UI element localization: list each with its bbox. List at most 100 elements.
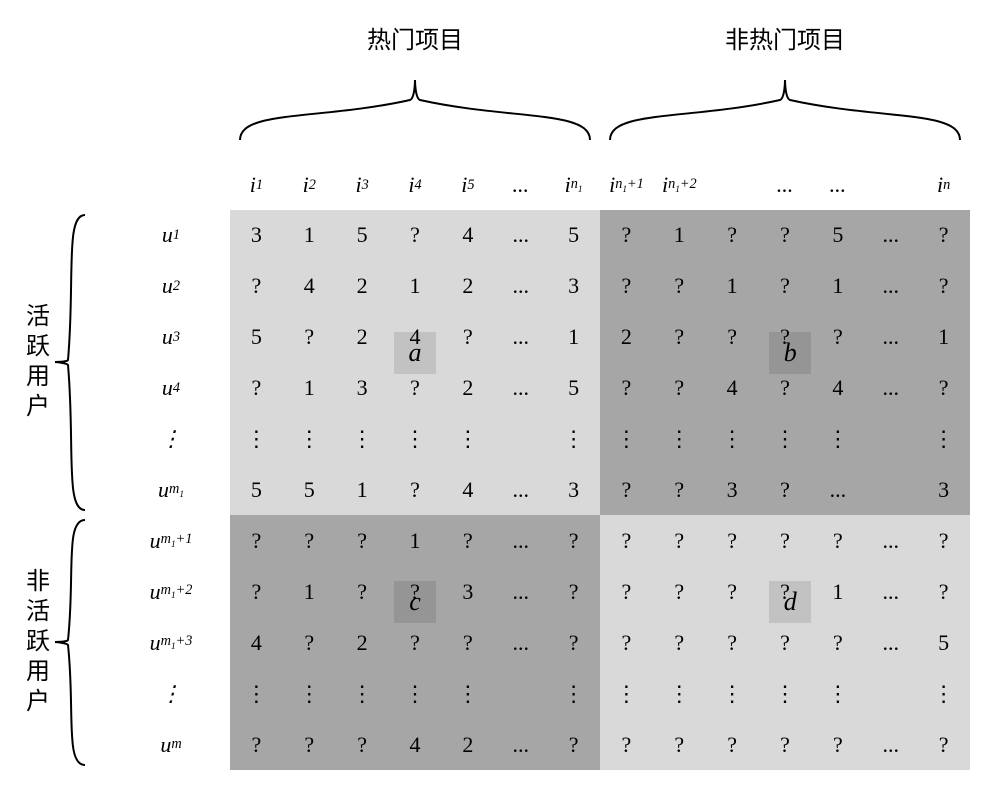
matrix-cell: ... bbox=[494, 312, 547, 363]
matrix-cell: 3 bbox=[917, 465, 970, 516]
matrix-cell: ⋮ bbox=[547, 668, 600, 719]
col-header: ... bbox=[759, 160, 812, 210]
matrix-cell: ⋮ bbox=[230, 668, 283, 719]
left-label-inactive: 非活跃用户 bbox=[20, 515, 50, 770]
matrix-cell: ? bbox=[600, 566, 653, 617]
row-headers: u1u2u3u4⋮um1um1+1um1+2um1+3⋮um bbox=[116, 210, 226, 770]
matrix-cell: 3 bbox=[230, 210, 283, 261]
matrix-cell: ? bbox=[283, 312, 336, 363]
matrix-cell: ? bbox=[811, 719, 864, 770]
matrix-cell: ? bbox=[706, 719, 759, 770]
matrix-cell: ? bbox=[759, 465, 812, 516]
matrix-cell: ? bbox=[441, 617, 494, 668]
matrix-cell: 4 bbox=[441, 210, 494, 261]
left-category-labels: 活跃用户 非活跃用户 bbox=[20, 210, 50, 770]
col-headers: i1i2i3i4i5...in1in1+1in1+2......in bbox=[230, 160, 970, 210]
col-header: in bbox=[917, 160, 970, 210]
col-header: i2 bbox=[283, 160, 336, 210]
matrix-cell: ? bbox=[441, 515, 494, 566]
matrix-cell: ? bbox=[917, 566, 970, 617]
matrix-cell: ? bbox=[917, 261, 970, 312]
matrix-cell: ⋮ bbox=[811, 414, 864, 465]
region-letter-c: c bbox=[394, 581, 436, 623]
matrix-cell: ? bbox=[600, 363, 653, 414]
matrix-cell: ? bbox=[759, 617, 812, 668]
matrix-cell: ? bbox=[706, 566, 759, 617]
row-header: um1+2 bbox=[116, 566, 226, 617]
matrix-cell: 4 bbox=[706, 363, 759, 414]
matrix-cell: ... bbox=[864, 210, 917, 261]
matrix-cell: ⋮ bbox=[706, 668, 759, 719]
brace-top-left bbox=[230, 60, 600, 150]
col-header: in1+1 bbox=[600, 160, 653, 210]
matrix-diagram: 热门项目 非热门项目 活跃用户 非活跃用户 u1u2u3u4⋮um1um1+1u… bbox=[20, 20, 980, 780]
matrix-cell: ? bbox=[600, 719, 653, 770]
matrix-cell: ⋮ bbox=[441, 414, 494, 465]
matrix-cell: 2 bbox=[441, 363, 494, 414]
matrix-cell: 3 bbox=[336, 363, 389, 414]
matrix-cell: ? bbox=[336, 566, 389, 617]
matrix-cell: ? bbox=[336, 719, 389, 770]
col-header: i1 bbox=[230, 160, 283, 210]
matrix-cell: 4 bbox=[811, 363, 864, 414]
matrix-cell bbox=[864, 668, 917, 719]
quad-d: ?????...?????1...??????...5⋮⋮⋮⋮⋮⋮?????..… bbox=[600, 515, 970, 770]
matrix-cell: ? bbox=[917, 363, 970, 414]
matrix-cell: ? bbox=[547, 719, 600, 770]
matrix-cell bbox=[864, 465, 917, 516]
col-header: ... bbox=[494, 160, 547, 210]
matrix-cell: ? bbox=[759, 261, 812, 312]
matrix-cell: ? bbox=[811, 617, 864, 668]
col-header: i3 bbox=[336, 160, 389, 210]
matrix-cell: ? bbox=[917, 210, 970, 261]
matrix-cell: ... bbox=[864, 566, 917, 617]
matrix-cell: ? bbox=[653, 465, 706, 516]
matrix-cell: ? bbox=[230, 261, 283, 312]
matrix-cell: ? bbox=[759, 515, 812, 566]
matrix-cell: ⋮ bbox=[600, 414, 653, 465]
matrix-cell: ⋮ bbox=[441, 668, 494, 719]
matrix-cell: 1 bbox=[811, 566, 864, 617]
matrix-cell: ? bbox=[917, 515, 970, 566]
matrix-cell: ... bbox=[811, 465, 864, 516]
matrix-cell: ⋮ bbox=[917, 668, 970, 719]
matrix-cell bbox=[494, 414, 547, 465]
brace-left-bottom bbox=[50, 515, 90, 770]
matrix-cell bbox=[864, 414, 917, 465]
matrix-cell: 4 bbox=[283, 261, 336, 312]
matrix-cell: ⋮ bbox=[283, 668, 336, 719]
matrix-cell: 4 bbox=[230, 617, 283, 668]
matrix-cell: ... bbox=[864, 515, 917, 566]
matrix-grid: 315?4...5?4212...35?24?...1?13?2...5⋮⋮⋮⋮… bbox=[230, 210, 970, 770]
left-label-active: 活跃用户 bbox=[20, 210, 50, 515]
matrix-cell: ? bbox=[653, 617, 706, 668]
matrix-cell: ? bbox=[230, 566, 283, 617]
matrix-cell: 3 bbox=[547, 465, 600, 516]
matrix-cell: ? bbox=[706, 617, 759, 668]
matrix-cell: ? bbox=[706, 515, 759, 566]
matrix-cell: ? bbox=[653, 719, 706, 770]
matrix-cell: ? bbox=[600, 261, 653, 312]
matrix-cell: ⋮ bbox=[759, 414, 812, 465]
matrix-cell: 1 bbox=[811, 261, 864, 312]
region-letter-d: d bbox=[769, 581, 811, 623]
matrix-cell: ... bbox=[494, 210, 547, 261]
matrix-cell: 5 bbox=[230, 465, 283, 516]
matrix-cell: 5 bbox=[230, 312, 283, 363]
row-header: u4 bbox=[116, 363, 226, 414]
region-letter-a: a bbox=[394, 332, 436, 374]
brace-top-right bbox=[600, 60, 970, 150]
matrix-cell: 2 bbox=[600, 312, 653, 363]
matrix-cell: 2 bbox=[336, 261, 389, 312]
matrix-cell: ⋮ bbox=[547, 414, 600, 465]
matrix-cell: 2 bbox=[441, 261, 494, 312]
matrix-cell: ? bbox=[547, 617, 600, 668]
brace-left-top bbox=[50, 210, 90, 515]
matrix-cell: ? bbox=[389, 617, 442, 668]
matrix-cell: 1 bbox=[706, 261, 759, 312]
matrix-cell: ... bbox=[494, 566, 547, 617]
matrix-cell: 4 bbox=[389, 719, 442, 770]
matrix-cell: 5 bbox=[547, 363, 600, 414]
matrix-cell: ? bbox=[336, 515, 389, 566]
matrix-cell: 3 bbox=[441, 566, 494, 617]
